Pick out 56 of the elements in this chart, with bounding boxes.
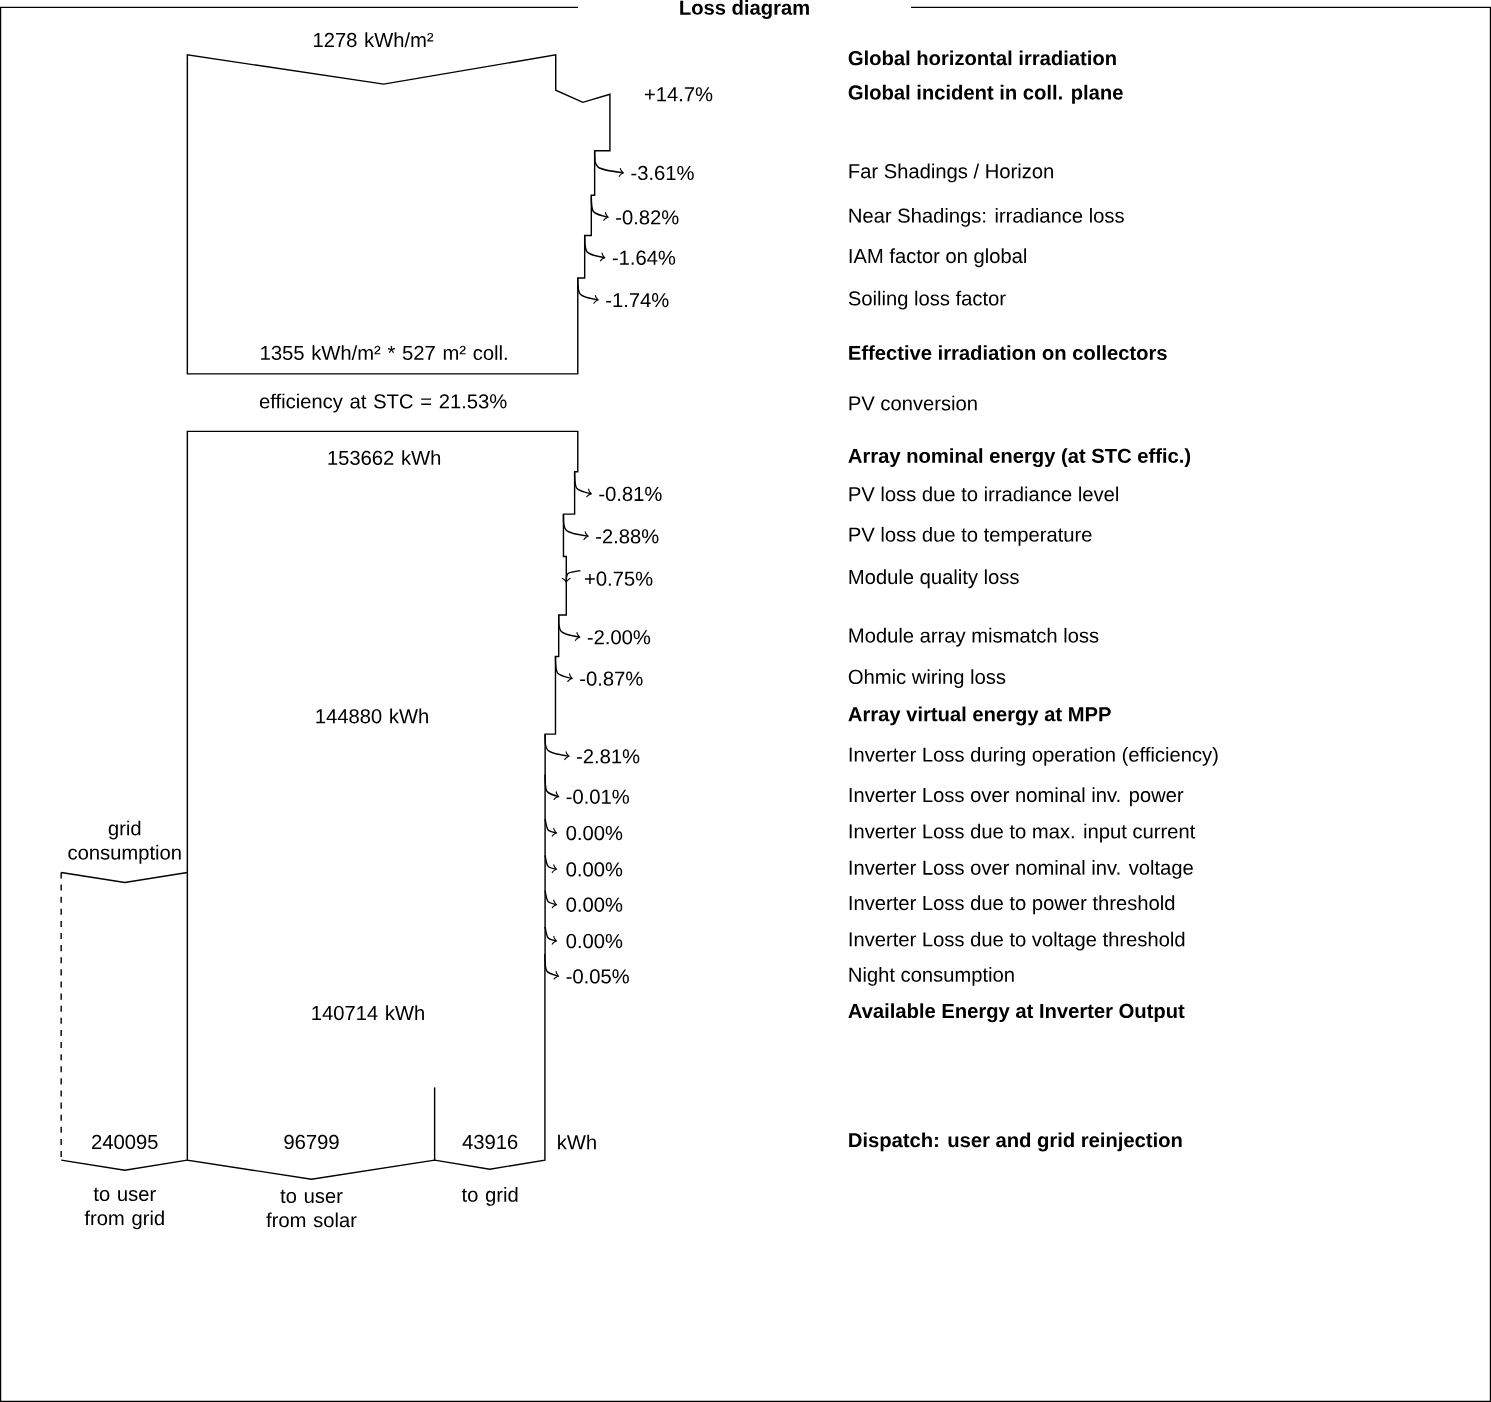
data-label: 0.00% [566,862,623,877]
category-label: Inverter Loss due to voltage threshold [849,931,1185,951]
text: to user from grid [84,1187,164,1230]
data-label: -2.00% [587,630,651,645]
data-label: -0.01% [566,789,629,804]
data-label: +0.75% [585,571,653,586]
category-label: Inverter Loss due to max. input current [849,823,1196,843]
category-label: Module quality loss [849,569,1019,589]
category-label: Soiling loss factor [848,290,1006,310]
category-label: Night consumption [849,967,1014,986]
category-label: Array nominal energy (at STC effic.) [848,448,1191,468]
data-label: -2.88% [596,529,659,544]
category-label: Global horizontal irradiation [848,50,1116,66]
category-label: Global incident in coll. plane [848,84,1123,104]
category-label: Ohmic wiring loss [848,669,1006,689]
data-label: -3.61% [631,165,694,181]
category-label: IAM factor on global [849,248,1027,268]
data-label: -1.64% [612,250,676,265]
text: 1278 kWh/m² [314,32,434,48]
category-label: Module array mismatch loss [849,627,1099,647]
data-label: -0.05% [566,969,629,984]
text: Loss diagram [680,0,809,19]
category-label: PV loss due to temperature [849,526,1092,546]
text: 1355 kWh/m² * 527 m² coll. [261,345,507,361]
category-label: Effective irradiation on collectors [849,345,1167,361]
data-label: 0.00% [566,825,623,841]
data-label: -0.81% [599,486,662,502]
text: 153662 kWh [328,450,441,466]
category-label: Inverter Loss due to power threshold [849,895,1175,915]
category-label: Near Shadings: irradiance loss [849,208,1124,227]
category-label: Array virtual energy at MPP [848,706,1111,726]
data-label: 0.00% [566,933,623,949]
data-label: -1.74% [606,293,669,308]
category-label: PV conversion [849,395,977,411]
text: to grid [461,1187,518,1206]
category-label: Far Shadings / Horizon [849,163,1053,183]
text: efficiency at STC = 21.53% [259,393,507,413]
text: 43916 [462,1134,518,1150]
text: kWh [558,1134,596,1150]
category-label: Inverter Loss during operation (efficiency) [849,747,1218,766]
text: to user from solar [266,1189,357,1228]
category-label: PV loss due to irradiance level [849,486,1118,502]
category-label: Available Energy at Inverter Output [848,1003,1185,1023]
data-label: 0.00% [566,897,623,912]
data-label: -0.87% [580,671,643,686]
data-label: +14.7% [644,87,713,102]
category-label: Inverter Loss over nominal inv. voltage [849,860,1193,879]
data-label: -2.81% [576,749,640,764]
text: 240095 [92,1134,158,1150]
text: 140714 kWh [312,1005,424,1021]
category-label: Inverter Loss over nominal inv. power [849,787,1184,807]
data-label: -0.82% [616,210,679,225]
category-label: Dispatch: user and grid reinjection [849,1132,1182,1152]
text: 96799 [284,1134,339,1150]
text: 144880 kWh [316,708,428,724]
text: grid consumption [68,820,181,864]
